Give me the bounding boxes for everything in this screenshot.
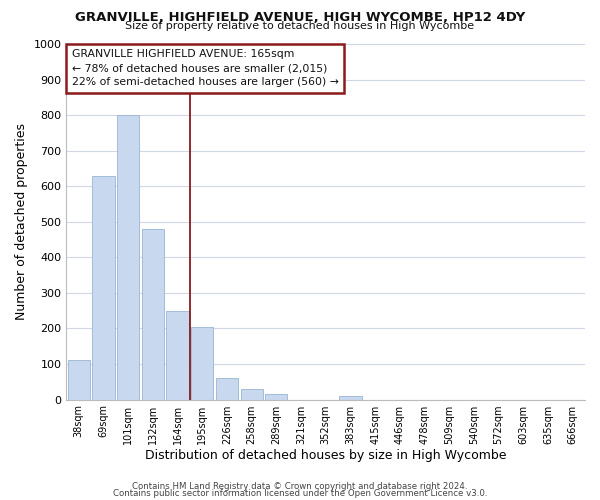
Bar	[68, 360, 90, 400]
Bar	[265, 394, 287, 400]
Text: GRANVILLE HIGHFIELD AVENUE: 165sqm
← 78% of detached houses are smaller (2,015)
: GRANVILLE HIGHFIELD AVENUE: 165sqm ← 78%…	[71, 50, 338, 88]
Text: Size of property relative to detached houses in High Wycombe: Size of property relative to detached ho…	[125, 21, 475, 31]
Text: Contains HM Land Registry data © Crown copyright and database right 2024.: Contains HM Land Registry data © Crown c…	[132, 482, 468, 491]
Y-axis label: Number of detached properties: Number of detached properties	[15, 124, 28, 320]
Bar	[339, 396, 362, 400]
Text: GRANVILLE, HIGHFIELD AVENUE, HIGH WYCOMBE, HP12 4DY: GRANVILLE, HIGHFIELD AVENUE, HIGH WYCOMB…	[75, 11, 525, 24]
Text: Contains public sector information licensed under the Open Government Licence v3: Contains public sector information licen…	[113, 489, 487, 498]
Bar	[241, 389, 263, 400]
Bar	[92, 176, 115, 400]
Bar	[142, 229, 164, 400]
Bar	[117, 115, 139, 400]
Bar	[166, 310, 188, 400]
Bar	[191, 326, 214, 400]
X-axis label: Distribution of detached houses by size in High Wycombe: Distribution of detached houses by size …	[145, 450, 506, 462]
Bar	[216, 378, 238, 400]
